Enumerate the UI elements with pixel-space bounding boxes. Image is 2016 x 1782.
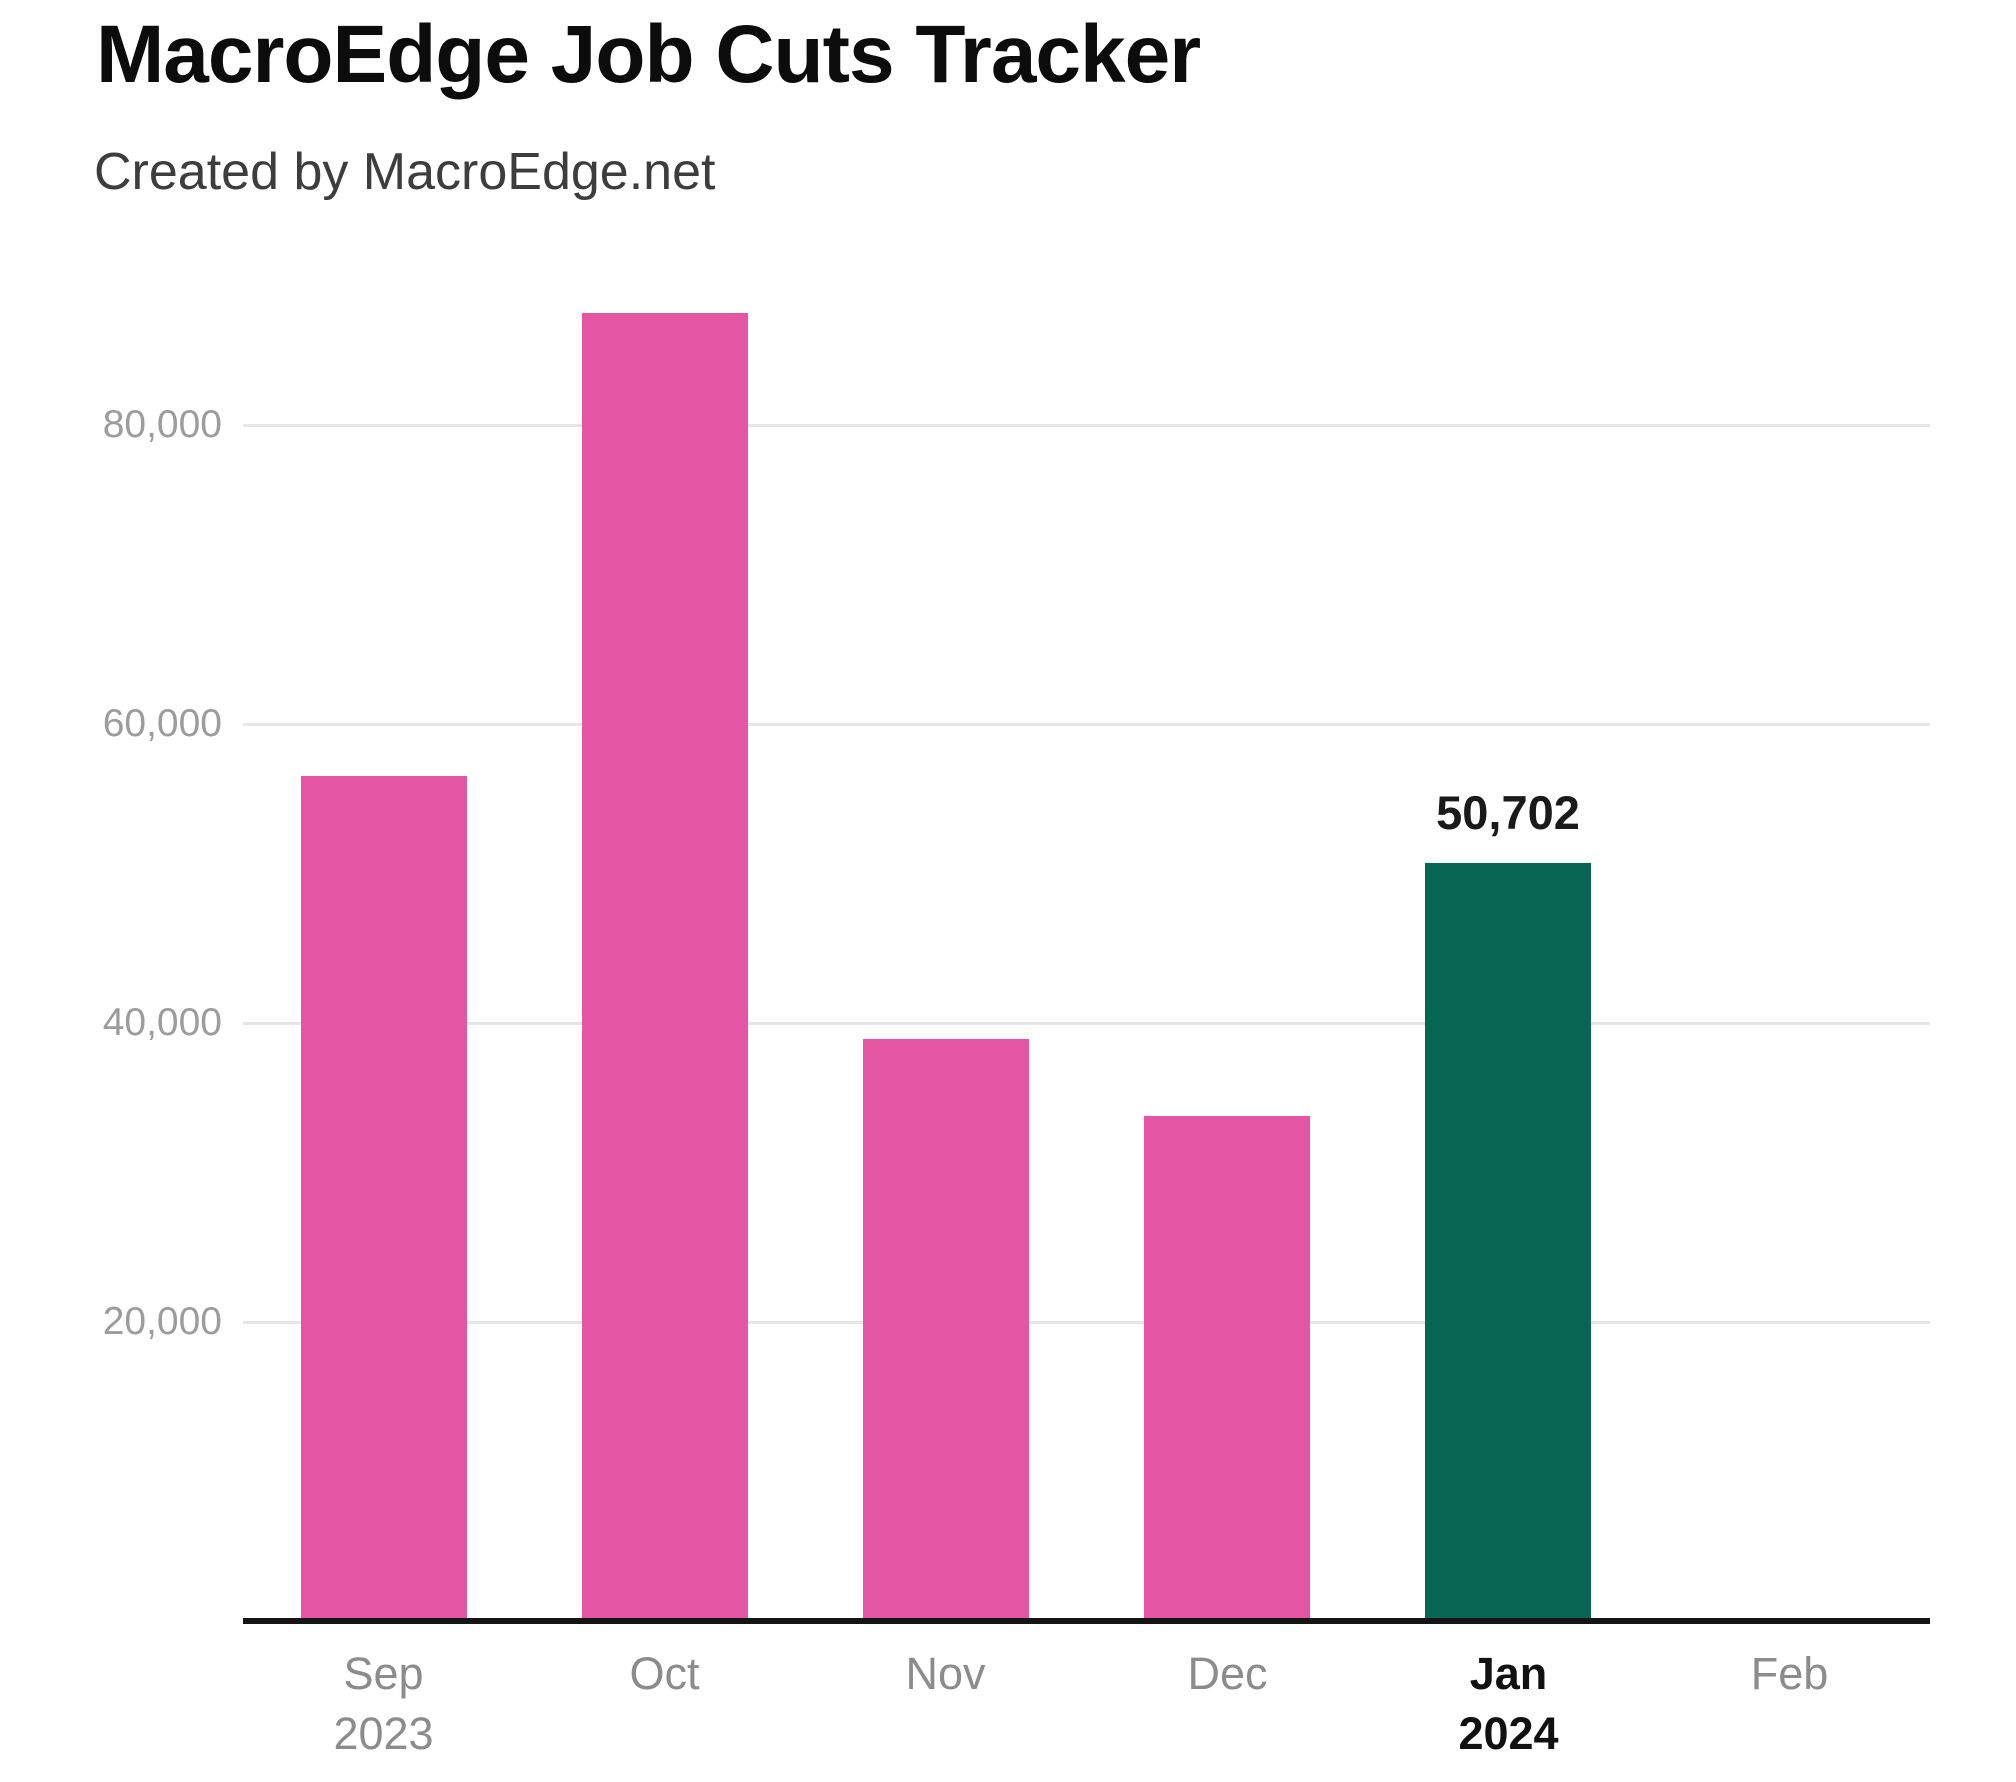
bar-nov[interactable] [863,1039,1029,1621]
x-axis-year-label-2023: 2023 [333,1708,434,1759]
gridline-40-000 [243,1022,1930,1025]
y-axis-label-20-000: 20,000 [102,1300,222,1343]
x-axis-tick-dec: Dec [1087,1648,1368,1700]
bar-dec[interactable] [1144,1116,1310,1621]
y-axis-label-80-000: 80,000 [102,403,222,446]
x-axis-tick-feb: Feb [1649,1648,1930,1700]
y-axis-label-40-000: 40,000 [102,1001,222,1044]
x-axis-tick-oct: Oct [524,1648,805,1700]
bar-sep-2023[interactable] [301,776,467,1621]
bar-jan-2024[interactable] [1425,863,1591,1621]
gridline-20-000 [243,1321,1930,1324]
x-axis-label-oct: Oct [629,1648,700,1699]
x-axis-line [243,1618,1930,1624]
x-axis-label-jan: Jan [1469,1648,1548,1699]
x-axis-label-sep: Sep [343,1648,424,1699]
x-axis-label-nov: Nov [905,1648,986,1699]
y-axis-label-60-000: 60,000 [102,702,222,745]
chart-title: MacroEdge Job Cuts Tracker [96,9,1201,100]
x-axis-tick-jan-2024: Jan 2024 [1368,1648,1649,1760]
x-axis-label-feb: Feb [1750,1648,1829,1699]
bar-value-label-jan-2024: 50,702 [1436,786,1580,839]
gridline-80-000 [243,424,1930,427]
x-axis-year-label-2024: 2024 [1458,1708,1559,1759]
x-axis-label-dec: Dec [1187,1648,1268,1699]
gridline-60-000 [243,723,1930,726]
x-axis-tick-sep-2023: Sep 2023 [243,1648,524,1760]
x-axis-tick-nov: Nov [805,1648,1086,1700]
bar-oct[interactable] [582,313,748,1621]
chart-subtitle: Created by MacroEdge.net [94,143,716,201]
